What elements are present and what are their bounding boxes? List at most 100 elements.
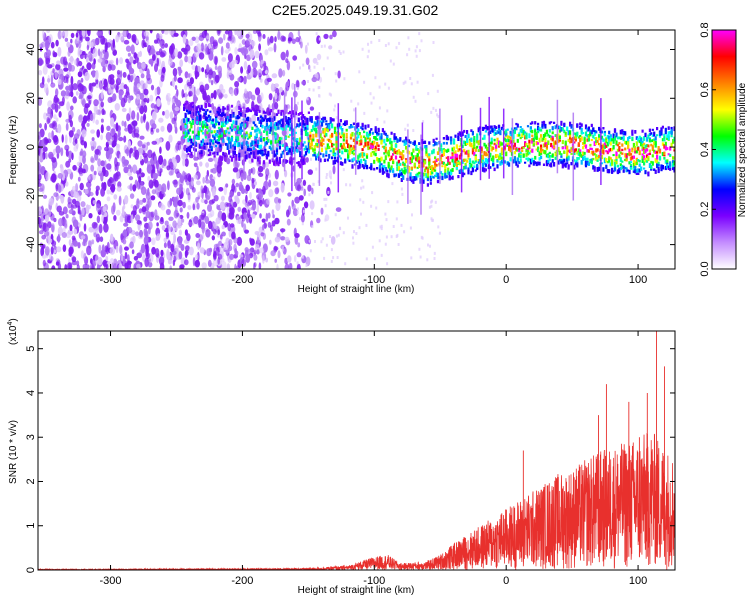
noise-speck bbox=[100, 134, 103, 141]
signal-cell bbox=[667, 165, 670, 169]
signal-cell bbox=[393, 173, 396, 178]
noise-speck bbox=[61, 232, 67, 238]
signal-cell bbox=[400, 156, 403, 161]
signal-cell bbox=[657, 164, 660, 167]
noise-speck bbox=[305, 256, 311, 267]
noise-speck bbox=[252, 30, 257, 34]
noise-speck bbox=[173, 48, 179, 58]
noise-speck bbox=[77, 71, 83, 78]
noise-speck bbox=[191, 65, 196, 70]
noise-speck bbox=[343, 77, 346, 81]
signal-cell bbox=[188, 148, 192, 153]
noise-speck bbox=[385, 218, 388, 222]
noise-speck bbox=[268, 179, 272, 188]
signal-cell bbox=[540, 155, 543, 160]
signal-cell bbox=[331, 118, 334, 122]
signal-cell bbox=[619, 163, 622, 166]
noise-speck bbox=[170, 243, 175, 253]
signal-cell bbox=[545, 144, 548, 149]
signal-cell bbox=[235, 136, 238, 139]
signal-cell bbox=[593, 131, 596, 136]
noise-speck bbox=[57, 46, 62, 57]
noise-speck bbox=[161, 66, 166, 74]
noise-speck bbox=[81, 129, 87, 138]
noise-speck bbox=[160, 74, 165, 82]
noise-speck bbox=[307, 80, 309, 83]
signal-cell bbox=[435, 137, 438, 140]
noise-speck bbox=[200, 221, 206, 230]
noise-speck bbox=[60, 165, 64, 174]
noise-speck bbox=[131, 249, 135, 255]
noise-speck bbox=[251, 177, 255, 184]
signal-cell bbox=[251, 107, 254, 111]
signal-cell bbox=[252, 140, 255, 145]
signal-cell bbox=[584, 164, 588, 168]
signal-cell bbox=[215, 118, 218, 123]
noise-speck bbox=[157, 170, 161, 177]
signal-cell bbox=[641, 129, 644, 133]
noise-speck bbox=[136, 252, 142, 259]
signal-cell bbox=[245, 117, 248, 121]
signal-cell bbox=[370, 152, 373, 157]
signal-cell bbox=[542, 163, 546, 166]
signal-cell bbox=[344, 122, 347, 125]
signal-cell bbox=[672, 166, 675, 171]
noise-speck bbox=[154, 63, 158, 73]
signal-cell bbox=[329, 120, 332, 124]
snr-frame bbox=[37, 330, 676, 571]
noise-speck bbox=[339, 226, 341, 230]
signal-cell bbox=[497, 145, 501, 148]
signal-cell bbox=[635, 141, 638, 146]
noise-speck bbox=[135, 126, 140, 133]
signal-cell bbox=[299, 151, 302, 155]
signal-cell bbox=[605, 150, 608, 153]
signal-cell bbox=[483, 134, 486, 138]
signal-cell bbox=[392, 148, 395, 152]
noise-speck bbox=[366, 55, 369, 59]
signal-cell bbox=[525, 132, 528, 136]
noise-speck bbox=[98, 80, 103, 90]
noise-speck bbox=[55, 192, 59, 201]
signal-cell bbox=[464, 151, 467, 155]
signal-cell bbox=[431, 175, 434, 178]
signal-cell bbox=[505, 139, 508, 143]
noise-speck bbox=[258, 43, 261, 52]
noise-speck bbox=[236, 265, 240, 269]
signal-cell bbox=[215, 133, 218, 137]
noise-speck bbox=[295, 36, 300, 43]
noise-speck bbox=[285, 49, 289, 58]
signal-cell bbox=[442, 161, 445, 165]
noise-speck bbox=[103, 53, 107, 61]
signal-cell bbox=[579, 149, 582, 154]
noise-speck bbox=[172, 259, 176, 266]
noise-speck bbox=[130, 44, 135, 55]
noise-speck bbox=[173, 32, 179, 37]
signal-cell bbox=[241, 142, 244, 145]
signal-cell bbox=[531, 134, 534, 138]
signal-cell bbox=[490, 146, 493, 150]
signal-cell bbox=[394, 173, 398, 177]
signal-cell bbox=[286, 152, 289, 156]
signal-cell bbox=[183, 108, 186, 111]
noise-speck bbox=[146, 199, 150, 210]
signal-cell bbox=[463, 129, 466, 133]
signal-cell bbox=[628, 161, 631, 165]
noise-speck bbox=[57, 226, 64, 236]
noise-speck bbox=[240, 66, 244, 74]
signal-cell bbox=[625, 153, 628, 159]
noise-speck bbox=[188, 92, 192, 97]
noise-speck bbox=[274, 196, 280, 204]
noise-speck bbox=[406, 53, 409, 57]
signal-cell bbox=[341, 150, 344, 155]
noise-speck bbox=[43, 137, 49, 145]
signal-cell bbox=[477, 149, 480, 152]
noise-speck bbox=[302, 63, 305, 67]
signal-cell bbox=[450, 156, 453, 160]
signal-cell bbox=[529, 122, 532, 125]
signal-cell bbox=[306, 117, 309, 122]
signal-cell bbox=[454, 156, 457, 161]
noise-speck bbox=[226, 205, 230, 216]
signal-cell bbox=[473, 138, 476, 144]
signal-cell bbox=[503, 160, 506, 164]
